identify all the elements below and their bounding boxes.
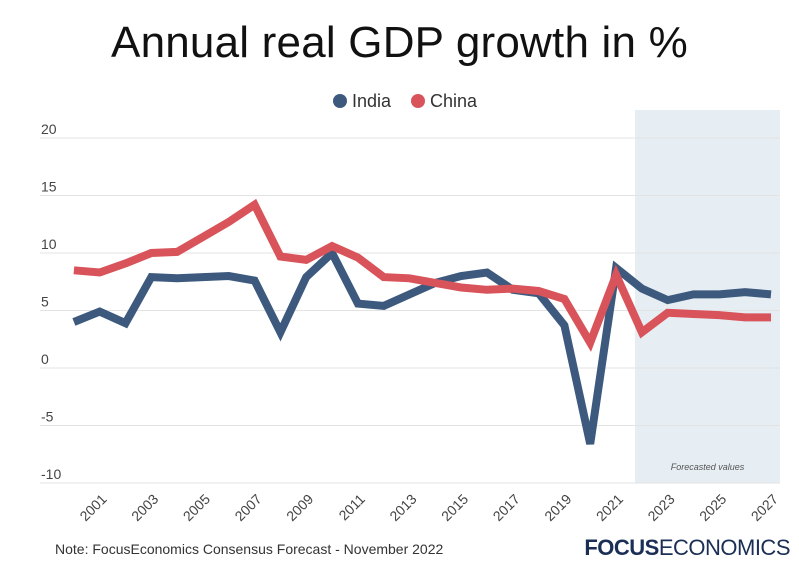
legend-label-india: India (352, 91, 392, 111)
y-tick-label: -10 (41, 466, 61, 482)
x-tick-label: 2017 (490, 491, 523, 524)
footnote: Note: FocusEconomics Consensus Forecast … (55, 541, 444, 557)
x-tick-label: 2023 (644, 491, 677, 524)
chart-title: Annual real GDP growth in % (111, 18, 688, 67)
x-tick-label: 2021 (593, 491, 626, 524)
x-tick-label: 2015 (438, 491, 471, 524)
brand-focus: FOCUS (584, 535, 659, 560)
x-tick-label: 2003 (128, 491, 161, 524)
x-tick-label: 2009 (283, 491, 316, 524)
y-tick-label: 20 (41, 121, 57, 137)
legend-label-china: China (430, 91, 478, 111)
brand-economics: ECONOMICS (658, 535, 791, 560)
x-tick-label: 2019 (541, 491, 574, 524)
y-tick-label: 10 (41, 236, 57, 252)
y-tick-label: 5 (41, 294, 49, 310)
focuseconomics-logo: FOCUSECONOMICS (584, 535, 790, 561)
y-tick-label: -5 (41, 409, 54, 425)
y-tick-label: 0 (41, 351, 49, 367)
legend: India China (333, 91, 478, 111)
forecast-label: Forecasted values (671, 462, 745, 472)
series-line-india (72, 246, 772, 445)
y-tick-label: 15 (41, 179, 57, 195)
legend-item-china: China (411, 91, 478, 111)
x-tick-label: 2025 (696, 491, 729, 524)
legend-item-india: India (333, 91, 392, 111)
legend-marker-china (411, 94, 425, 108)
x-tick-label: 2011 (335, 491, 368, 524)
x-tick-label: 2001 (76, 491, 109, 524)
legend-marker-india (333, 94, 347, 108)
x-tick-label: 2005 (180, 491, 213, 524)
x-tick-label: 2007 (231, 491, 264, 524)
x-tick-label: 2013 (386, 491, 419, 524)
x-tick-label: 2027 (748, 491, 781, 524)
series-line-china (73, 198, 771, 352)
